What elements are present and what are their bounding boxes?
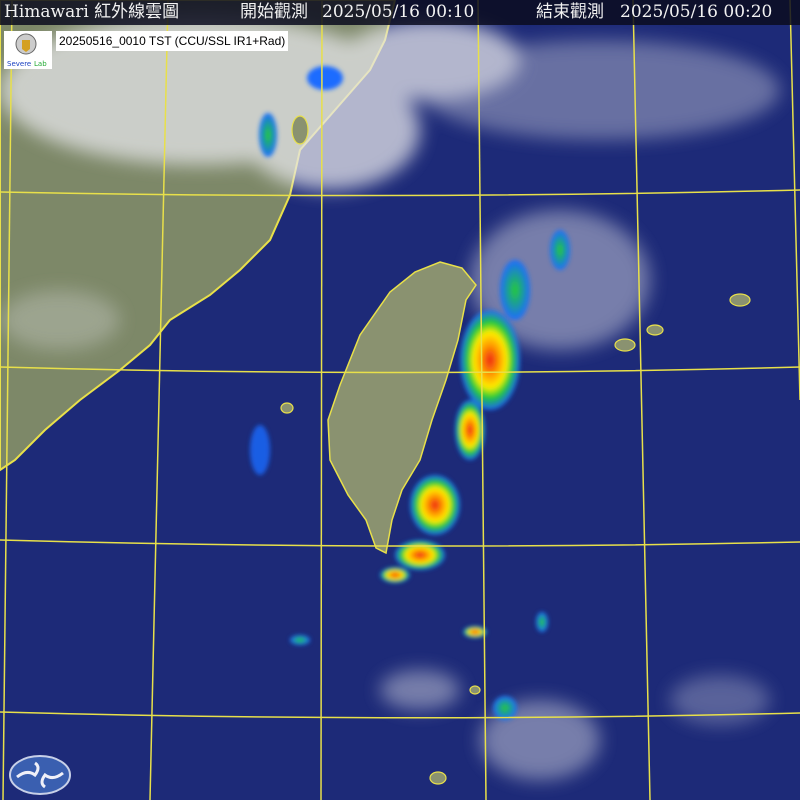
end-time: 2025/05/16 00:20 [620, 2, 773, 22]
cwa-logo-icon [9, 755, 71, 795]
ssl-logo-icon: Severe Lab [4, 31, 52, 69]
caption: Severe Lab 20250516_0010 TST (CCU/SSL IR… [4, 31, 289, 69]
svg-text:Lab: Lab [34, 60, 47, 68]
start-time: 2025/05/16 00:10 [322, 2, 475, 22]
radar-echoes [250, 66, 570, 720]
taiwan-island [327, 261, 477, 555]
small-islands [280, 115, 751, 785]
svg-text:Severe: Severe [7, 60, 31, 68]
header-title: Himawari 紅外線雲圖 [4, 2, 180, 22]
caption-text: 20250516_0010 TST (CCU/SSL IR1+Rad) [56, 31, 289, 51]
end-label: 結束觀測 [536, 2, 604, 22]
header-bar: Himawari 紅外線雲圖 開始觀測 2025/05/16 00:10 結束觀… [0, 0, 800, 25]
start-label: 開始觀測 [240, 2, 308, 22]
